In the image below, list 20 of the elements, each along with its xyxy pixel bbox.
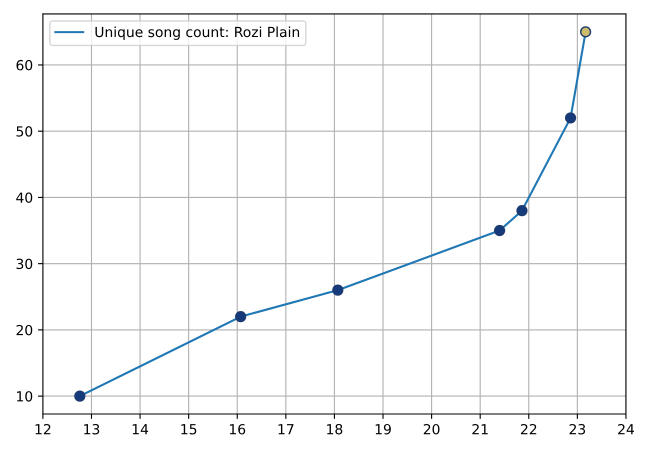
- x-tick-label: 15: [181, 424, 196, 434]
- legend-label: Unique song count: Rozi Plain: [95, 26, 300, 40]
- x-tick-label: 14: [132, 424, 148, 434]
- x-tick-label: 19: [376, 424, 391, 434]
- y-tick-label: 40: [16, 192, 32, 203]
- y-tick-label: 10: [17, 391, 32, 402]
- y-tick-label: 50: [16, 126, 32, 137]
- y-tick-label: 60: [16, 60, 32, 70]
- x-tick-label: 18: [327, 424, 342, 434]
- x-tick-label: 16: [230, 424, 246, 434]
- x-tick-label: 13: [84, 424, 100, 434]
- y-tick-label: 20: [16, 324, 32, 336]
- x-tick-label: 24: [618, 424, 634, 434]
- x-tick-label: 12: [36, 424, 50, 434]
- x-tick-label: 23: [570, 424, 586, 434]
- x-tick-label: 20: [424, 424, 440, 434]
- x-tick-label: 22: [520, 424, 536, 434]
- y-tick-label: 30: [16, 258, 32, 270]
- x-tick-label: 17: [278, 424, 294, 434]
- x-tick-label: 21: [472, 424, 488, 434]
